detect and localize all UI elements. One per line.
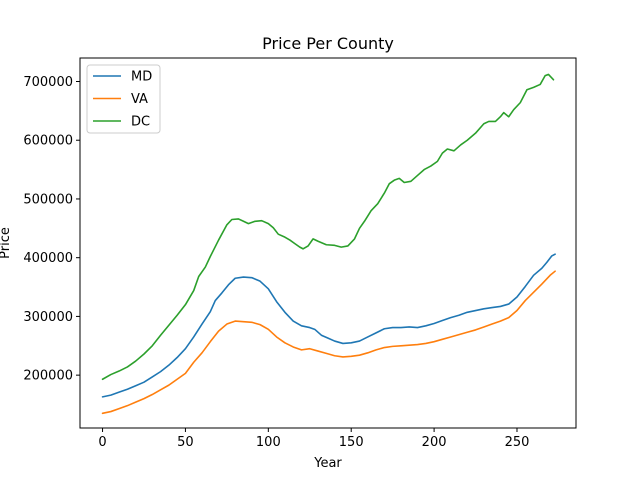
- x-tick-label: 150: [339, 435, 364, 450]
- x-tick-label: 200: [422, 435, 447, 450]
- x-tick-label: 250: [505, 435, 530, 450]
- legend-label-va: VA: [131, 92, 148, 107]
- y-tick-label: 700000: [23, 75, 73, 90]
- plot-lines: [101, 73, 556, 415]
- legend: MD VA DC: [86, 64, 161, 134]
- legend-label-dc: DC: [131, 115, 150, 130]
- y-tick-label: 300000: [23, 310, 73, 325]
- plot-frame: [79, 57, 577, 429]
- legend-box: [86, 64, 161, 134]
- y-axis-ticks: 200000 300000 400000 500000 600000 700000: [23, 75, 80, 384]
- x-tick-label: 50: [177, 435, 194, 450]
- legend-label-md: MD: [131, 70, 152, 85]
- x-tick-label: 100: [256, 435, 281, 450]
- series-line-va: [101, 270, 556, 415]
- x-axis-ticks: 0 50 100 150 200 250: [98, 428, 529, 450]
- x-tick-label: 0: [98, 435, 106, 450]
- y-tick-label: 600000: [23, 134, 73, 149]
- series-line-dc: [101, 73, 555, 381]
- y-tick-label: 200000: [23, 369, 73, 384]
- chart-title: Price Per County: [262, 34, 394, 53]
- y-tick-label: 400000: [23, 251, 73, 266]
- y-tick-label: 500000: [23, 192, 73, 207]
- series-line-md: [101, 253, 556, 398]
- x-axis-label: Year: [313, 456, 342, 471]
- y-axis-label: Price: [0, 227, 13, 259]
